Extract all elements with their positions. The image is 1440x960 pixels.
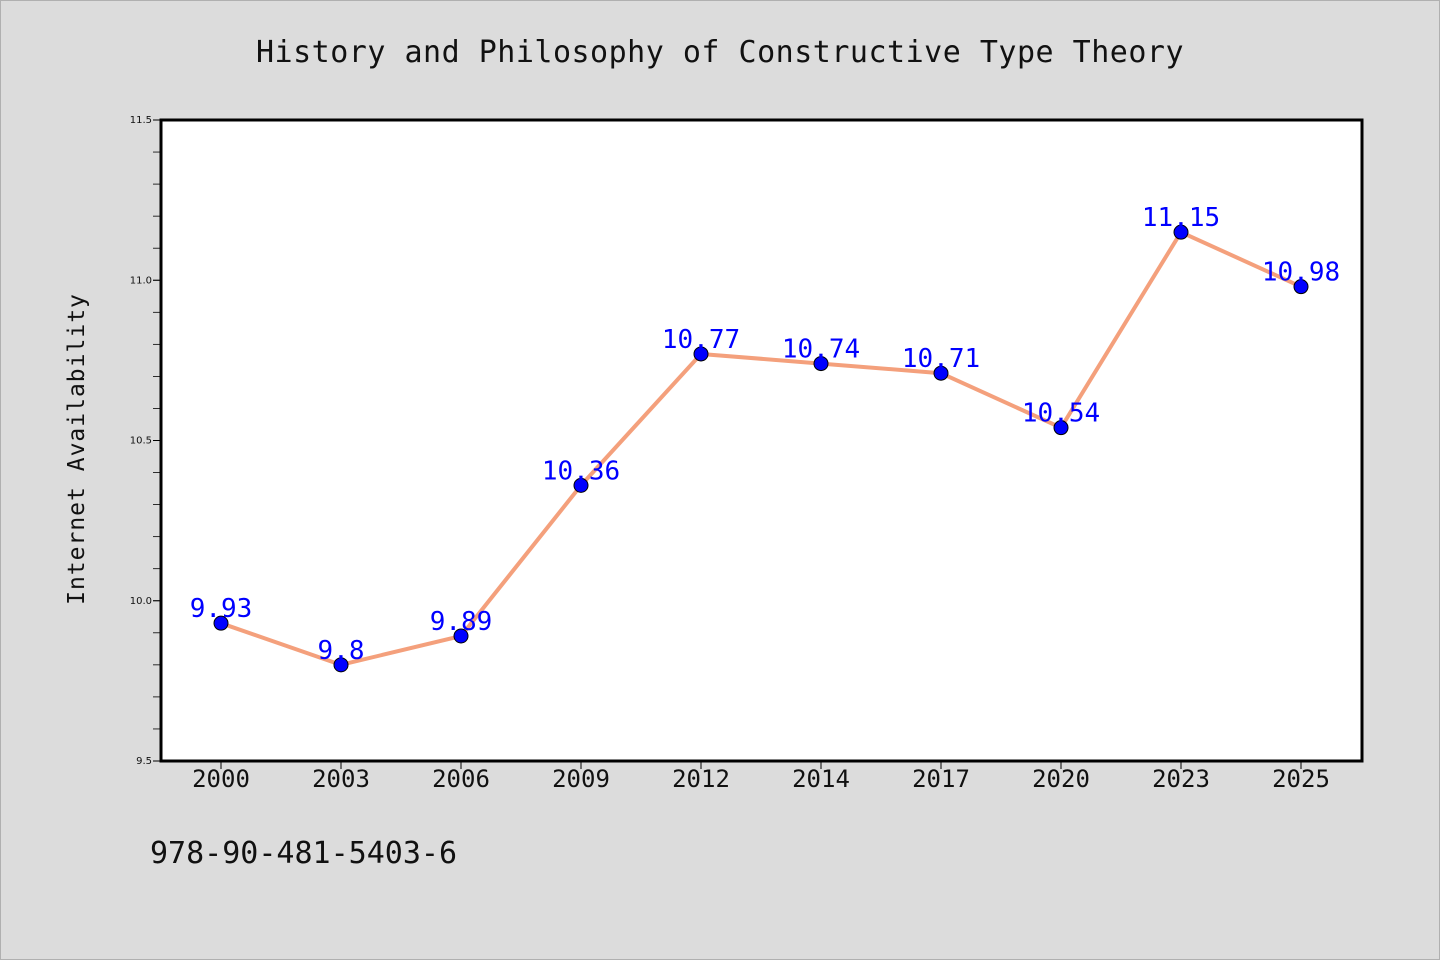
data-markers — [213, 224, 1309, 673]
series-line — [220, 230, 1302, 667]
y-tick-label: 11.5 — [130, 115, 152, 126]
x-tick-label: 2023 — [1152, 765, 1210, 793]
data-label: 10.98 — [1262, 258, 1340, 288]
data-point — [1053, 420, 1069, 436]
data-point — [1293, 279, 1309, 295]
x-tick-label: 2006 — [432, 765, 490, 793]
x-tick-label: 2000 — [192, 765, 250, 793]
data-point — [213, 615, 229, 631]
data-label: 9.93 — [190, 594, 253, 624]
x-tick-label: 2017 — [912, 765, 970, 793]
data-label: 10.54 — [1022, 399, 1100, 429]
data-point — [333, 657, 349, 673]
data-label: 11.15 — [1142, 203, 1220, 233]
data-label: 9.8 — [318, 636, 365, 666]
isbn-text: 978-90-481-5403-6 — [150, 836, 458, 871]
data-point — [813, 356, 829, 372]
data-point — [1173, 224, 1189, 240]
y-axis-ticks: 9.5 10.0 10.5 11.0 11.5 — [130, 115, 161, 767]
data-label: 10.74 — [782, 335, 860, 365]
x-axis-ticks: 2000 2003 2006 2009 2012 2014 2017 2020 2023 2025 — [192, 761, 1330, 793]
x-tick-label: 2025 — [1272, 765, 1330, 793]
plot-frame — [159, 118, 1364, 763]
x-tick-label: 2009 — [552, 765, 610, 793]
data-labels: 9.93 9.8 9.89 10.36 10.77 10.74 10.71 10.54 11.1… — [190, 203, 1340, 666]
y-tick-label: 10.0 — [130, 596, 152, 607]
data-point — [453, 628, 469, 644]
y-tick-label: 10.5 — [130, 436, 152, 447]
x-tick-label: 2012 — [672, 765, 730, 793]
data-label: 10.36 — [542, 456, 620, 486]
y-tick-label: 11.0 — [130, 275, 152, 286]
data-point — [573, 477, 589, 493]
x-tick-label: 2003 — [312, 765, 370, 793]
data-label: 10.77 — [662, 325, 740, 355]
data-point — [933, 365, 949, 381]
plot-area — [161, 120, 1362, 761]
x-tick-label: 2020 — [1032, 765, 1090, 793]
data-point — [693, 346, 709, 362]
chart-title: History and Philosophy of Constructive T… — [255, 35, 1185, 70]
x-tick-label: 2014 — [792, 765, 850, 793]
data-label: 9.89 — [430, 607, 493, 637]
data-label: 10.71 — [902, 344, 980, 374]
y-tick-label: 9.5 — [136, 756, 152, 767]
